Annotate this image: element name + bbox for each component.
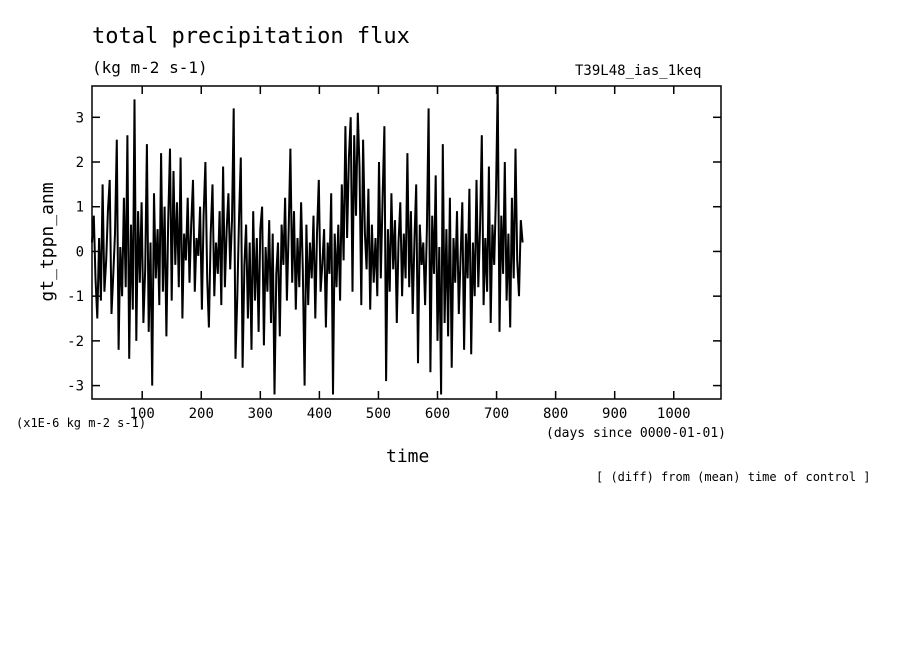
y-tick-label: -1 [67,289,84,305]
y-tick-label: 1 [76,200,84,216]
x-tick-label: 500 [366,406,391,422]
series-line [91,85,524,395]
x-tick-label: 200 [189,406,214,422]
y-tick-label: 2 [76,155,84,171]
x-units-label: (days since 0000-01-01) [546,426,727,441]
y-tick-label: -2 [67,334,84,350]
x-tick-label: 600 [425,406,450,422]
x-tick-label: 900 [602,406,627,422]
y-tick-label: 3 [76,110,84,126]
x-axis-label: time [386,446,430,467]
chart-title: total precipitation flux [92,24,410,49]
y-tick-label: -3 [67,379,84,395]
x-tick-label: 800 [543,406,568,422]
y-axis-label: gt_tppn_anm [37,182,58,301]
footnote: [ (diff) from (mean) time of control ] [596,470,871,484]
chart-subtitle: (kg m-2 s-1) [92,58,208,77]
experiment-label: T39L48_ias_1keq [575,63,702,79]
tick-group: 100 200 300 400 500 600 700 800 900 1000 -3 -2 -1 0 1 2… [67,86,721,422]
x-tick-label: 100 [130,406,155,422]
x-tick-label: 400 [307,406,332,422]
x-tick-label: 1000 [657,406,691,422]
x-tick-label: 300 [248,406,273,422]
y-tick-label: 0 [76,244,84,260]
x-tick-label: 700 [484,406,509,422]
y-scale-note: (x1E-6 kg m-2 s-1) [16,416,147,430]
